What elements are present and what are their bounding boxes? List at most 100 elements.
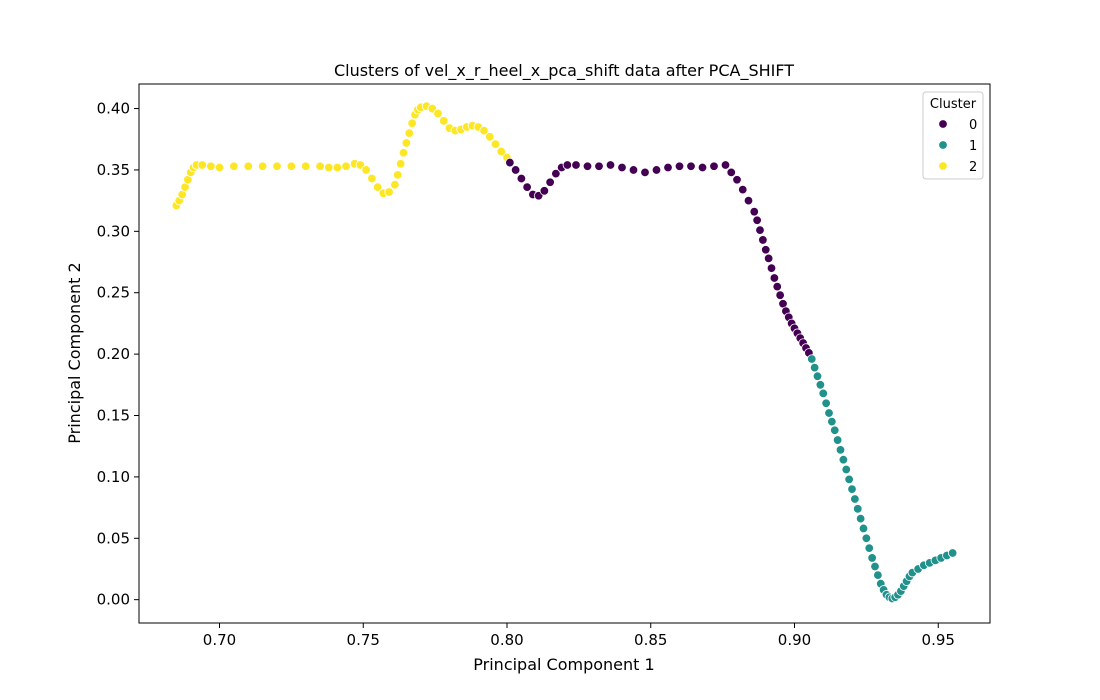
data-point-cluster-2 xyxy=(384,187,394,197)
data-point-cluster-0 xyxy=(743,195,754,206)
data-point-cluster-1 xyxy=(864,543,874,553)
data-point-cluster-2 xyxy=(332,162,343,173)
data-point-cluster-1 xyxy=(812,371,823,381)
data-point-cluster-2 xyxy=(286,161,297,171)
points-layer xyxy=(171,101,958,604)
data-point-cluster-0 xyxy=(769,273,780,283)
x-axis-label: Principal Component 1 xyxy=(473,655,654,674)
chart-title: Clusters of vel_x_r_heel_x_pca_shift dat… xyxy=(334,61,794,81)
data-point-cluster-1 xyxy=(847,484,857,494)
data-point-cluster-2 xyxy=(433,108,443,119)
x-tick-label: 0.90 xyxy=(778,631,811,649)
data-point-cluster-2 xyxy=(407,118,417,128)
data-point-cluster-1 xyxy=(809,362,820,373)
data-point-cluster-0 xyxy=(594,161,604,171)
legend-label: 2 xyxy=(969,160,977,175)
y-tick-label: 0.25 xyxy=(97,284,130,302)
data-point-cluster-1 xyxy=(824,408,834,418)
data-point-cluster-1 xyxy=(850,494,860,504)
data-point-cluster-1 xyxy=(830,425,840,435)
data-point-cluster-2 xyxy=(485,132,495,142)
data-point-cluster-0 xyxy=(697,162,708,173)
data-point-cluster-0 xyxy=(772,281,782,292)
data-point-cluster-1 xyxy=(870,561,880,572)
legend-label: 1 xyxy=(969,139,977,154)
y-tick-label: 0.30 xyxy=(97,222,130,240)
data-point-cluster-1 xyxy=(818,388,828,399)
data-point-cluster-0 xyxy=(749,206,759,217)
y-tick-label: 0.20 xyxy=(97,345,130,363)
data-point-cluster-2 xyxy=(367,173,377,184)
data-point-cluster-0 xyxy=(775,290,785,300)
data-point-cluster-0 xyxy=(726,167,736,178)
data-point-cluster-2 xyxy=(197,160,207,170)
data-point-cluster-1 xyxy=(844,474,854,485)
legend-marker xyxy=(938,119,948,129)
data-point-cluster-0 xyxy=(522,182,532,192)
y-tick-label: 0.40 xyxy=(97,100,130,118)
y-tick-label: 0.05 xyxy=(97,529,130,547)
data-point-cluster-0 xyxy=(582,161,593,171)
data-point-cluster-2 xyxy=(404,128,414,138)
data-point-cluster-1 xyxy=(838,455,849,465)
data-point-cluster-2 xyxy=(257,161,268,171)
data-point-cluster-0 xyxy=(510,165,521,175)
x-axis: 0.70 0.75 0.80 0.85 0.90 0.95 xyxy=(203,623,955,649)
data-point-cluster-2 xyxy=(361,165,371,175)
y-tick-label: 0.10 xyxy=(97,468,130,486)
y-axis-label: Principal Component 2 xyxy=(65,262,84,443)
legend-label: 0 xyxy=(969,118,977,133)
data-point-cluster-0 xyxy=(763,253,774,264)
y-tick-label: 0.00 xyxy=(97,591,130,609)
data-point-cluster-0 xyxy=(539,186,550,196)
data-point-cluster-2 xyxy=(393,170,403,180)
data-point-cluster-1 xyxy=(827,416,837,427)
data-point-cluster-2 xyxy=(315,161,325,171)
data-point-cluster-2 xyxy=(229,161,239,171)
data-point-cluster-2 xyxy=(324,162,334,173)
x-tick-label: 0.80 xyxy=(490,631,523,649)
data-point-cluster-1 xyxy=(853,504,863,514)
data-point-cluster-0 xyxy=(551,168,561,179)
data-point-cluster-1 xyxy=(841,464,851,475)
x-tick-label: 0.85 xyxy=(634,631,667,649)
data-point-cluster-2 xyxy=(439,116,449,126)
data-point-cluster-0 xyxy=(674,161,685,171)
data-point-cluster-2 xyxy=(206,161,216,171)
data-point-cluster-0 xyxy=(755,225,765,235)
data-point-cluster-1 xyxy=(821,398,831,408)
data-point-cluster-0 xyxy=(651,165,662,175)
y-axis: 0.00 0.05 0.10 0.15 0.20 0.25 0.30 0.35 0.40 xyxy=(97,100,139,609)
data-point-cluster-1 xyxy=(815,380,826,390)
y-tick-label: 0.15 xyxy=(97,407,130,425)
x-tick-label: 0.95 xyxy=(922,631,955,649)
data-point-cluster-0 xyxy=(752,215,762,225)
data-point-cluster-0 xyxy=(720,160,731,170)
data-point-cluster-2 xyxy=(341,161,351,171)
data-point-cluster-0 xyxy=(516,173,527,184)
data-point-cluster-2 xyxy=(390,179,400,190)
data-point-cluster-1 xyxy=(861,533,872,543)
legend-marker xyxy=(938,161,948,171)
y-tick-label: 0.35 xyxy=(97,161,130,179)
data-point-cluster-2 xyxy=(479,125,489,136)
data-point-cluster-0 xyxy=(562,160,573,170)
data-point-cluster-1 xyxy=(832,435,843,445)
data-point-cluster-0 xyxy=(663,162,673,173)
data-point-cluster-0 xyxy=(640,167,650,178)
data-point-cluster-0 xyxy=(766,263,777,273)
data-point-cluster-0 xyxy=(732,175,742,185)
data-point-cluster-0 xyxy=(617,162,627,173)
data-point-cluster-1 xyxy=(873,570,883,580)
data-point-cluster-1 xyxy=(947,548,958,558)
data-point-cluster-0 xyxy=(686,161,696,171)
legend-entries: 0 1 2 xyxy=(938,118,977,175)
data-point-cluster-2 xyxy=(243,161,253,171)
plot-frame xyxy=(138,83,991,624)
data-point-cluster-1 xyxy=(867,553,877,563)
data-point-cluster-2 xyxy=(214,162,225,173)
data-point-cluster-2 xyxy=(398,148,409,158)
data-point-cluster-0 xyxy=(709,161,719,171)
data-point-cluster-2 xyxy=(272,161,282,171)
